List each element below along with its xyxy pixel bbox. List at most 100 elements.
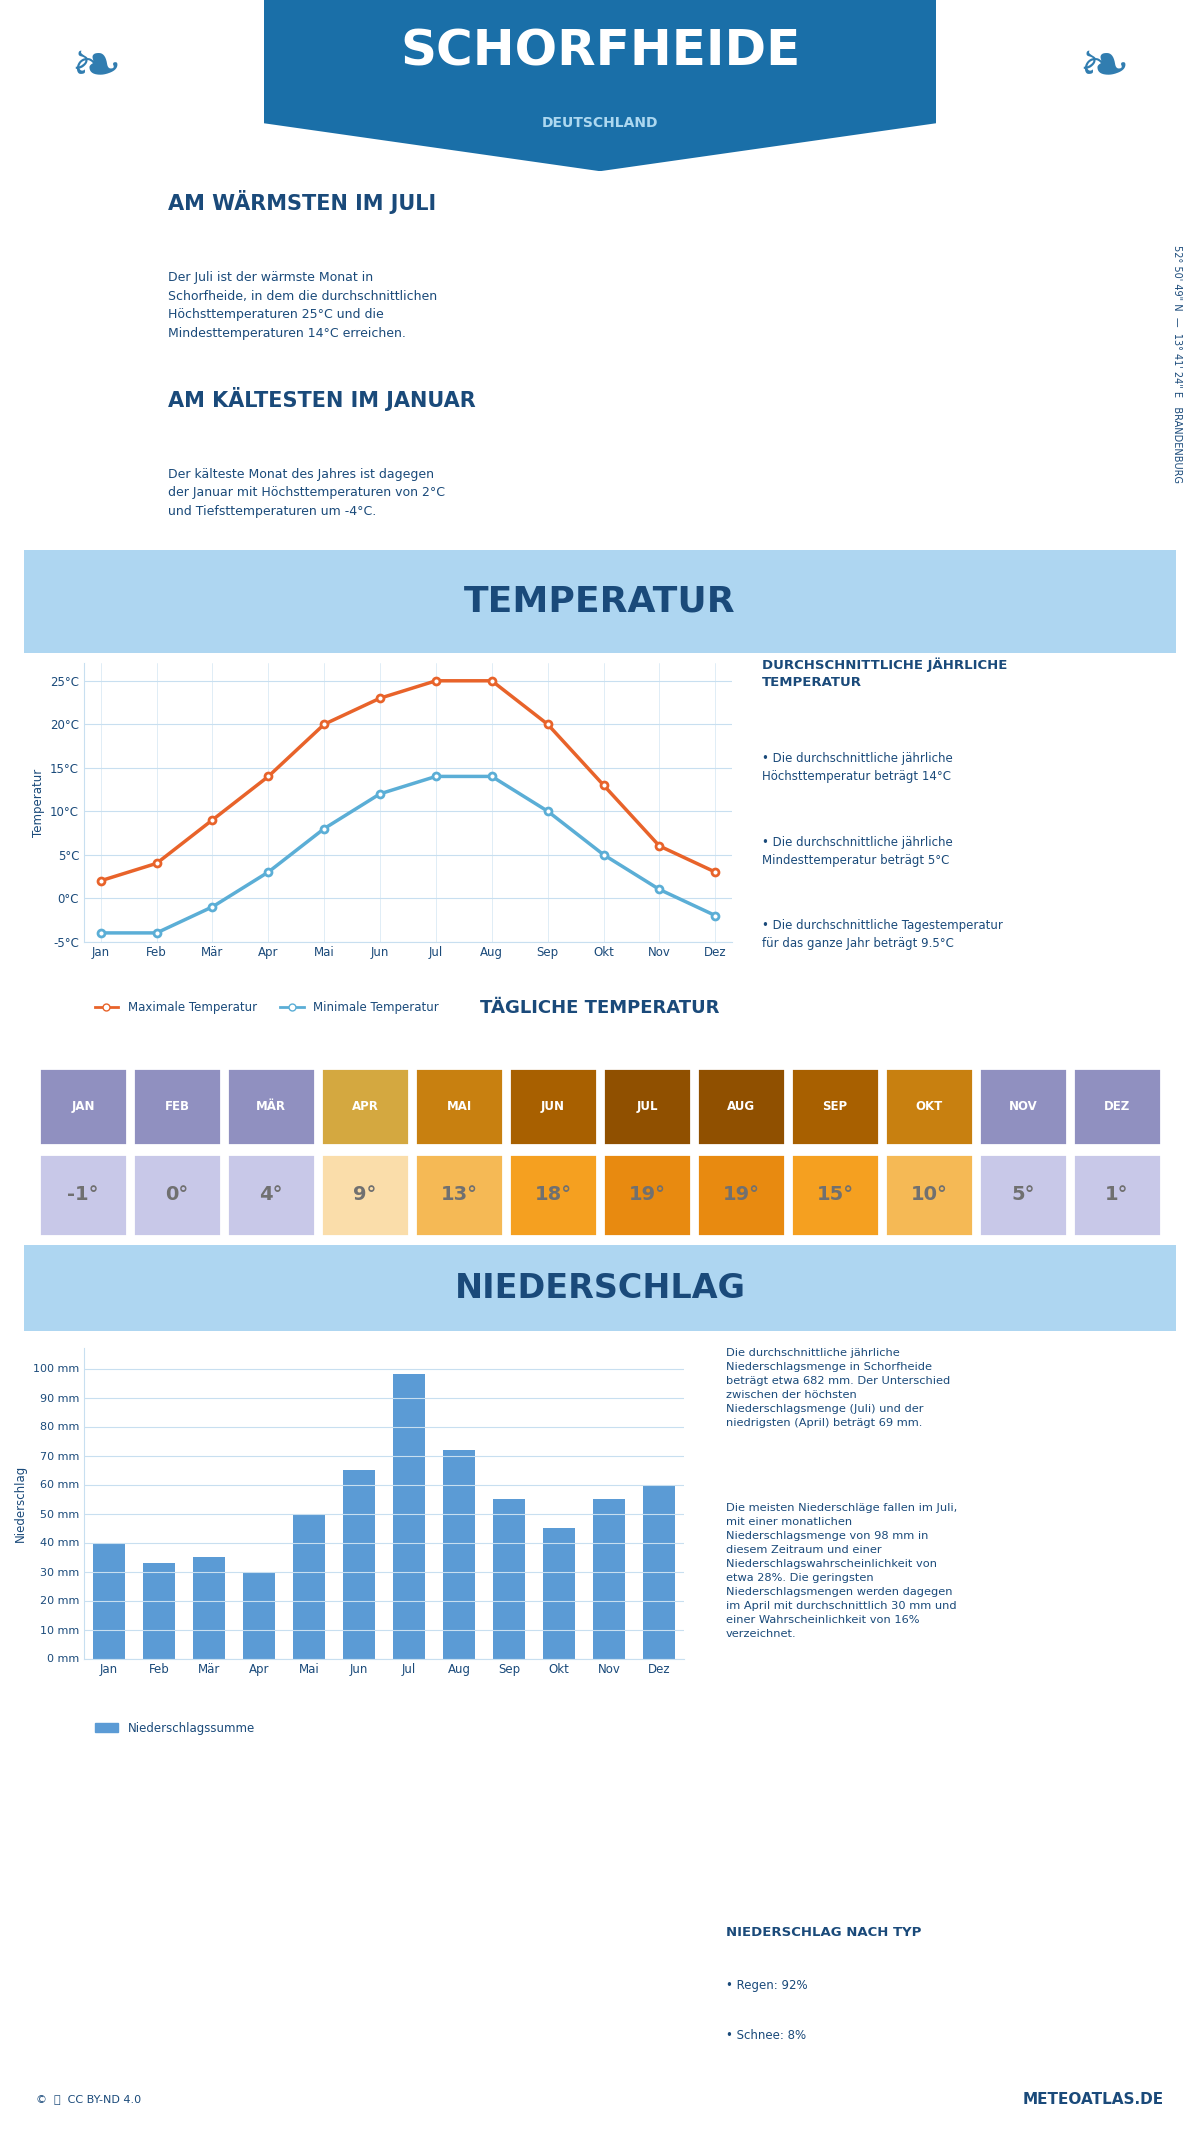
Circle shape bbox=[574, 1806, 720, 1836]
Text: 52° 50' 49" N  —  13° 41' 24" E   BRANDENBURG: 52° 50' 49" N — 13° 41' 24" E BRANDENBUR… bbox=[1172, 244, 1182, 484]
Circle shape bbox=[198, 1806, 344, 1836]
Text: NIEDERSCHLAG: NIEDERSCHLAG bbox=[455, 1271, 745, 1305]
FancyBboxPatch shape bbox=[415, 1068, 503, 1145]
Text: 23%: 23% bbox=[536, 1800, 570, 1815]
Text: 28%: 28% bbox=[630, 1800, 664, 1815]
Bar bbox=[242, 1571, 275, 1658]
Text: AM WÄRMSTEN IM JULI: AM WÄRMSTEN IM JULI bbox=[168, 190, 436, 214]
Y-axis label: Temperatur: Temperatur bbox=[31, 768, 44, 837]
Bar bbox=[143, 1562, 175, 1659]
Legend: Maximale Temperatur, Minimale Temperatur: Maximale Temperatur, Minimale Temperatur bbox=[90, 997, 444, 1019]
Text: 10°: 10° bbox=[911, 1186, 948, 1205]
Bar bbox=[392, 1374, 425, 1658]
FancyBboxPatch shape bbox=[38, 1068, 127, 1145]
Text: MÄR: MÄR bbox=[259, 1881, 282, 1892]
FancyBboxPatch shape bbox=[979, 1153, 1067, 1235]
FancyBboxPatch shape bbox=[227, 1068, 316, 1145]
Text: • Die durchschnittliche Tagestemperatur
für das ganze Jahr beträgt 9.5°C: • Die durchschnittliche Tagestemperatur … bbox=[762, 920, 1003, 950]
Text: JAN: JAN bbox=[71, 1100, 95, 1113]
Text: NIEDERSCHLAG NACH TYP: NIEDERSCHLAG NACH TYP bbox=[726, 1926, 922, 1939]
Text: ❧: ❧ bbox=[71, 39, 121, 98]
Text: 0°: 0° bbox=[166, 1186, 188, 1205]
Text: SEP: SEP bbox=[826, 1881, 845, 1892]
Text: JUN: JUN bbox=[544, 1881, 562, 1892]
Text: JUL: JUL bbox=[636, 1100, 658, 1113]
FancyBboxPatch shape bbox=[697, 1153, 785, 1235]
Text: AUG: AUG bbox=[730, 1881, 752, 1892]
Bar bbox=[293, 1513, 325, 1659]
FancyBboxPatch shape bbox=[1073, 1068, 1162, 1145]
Text: • Die durchschnittliche jährliche
Mindesttemperatur beträgt 5°C: • Die durchschnittliche jährliche Mindes… bbox=[762, 837, 953, 867]
Text: OKT: OKT bbox=[916, 1100, 943, 1113]
Bar bbox=[593, 1498, 625, 1659]
Circle shape bbox=[949, 1806, 1097, 1836]
Text: 26%: 26% bbox=[912, 1800, 946, 1815]
Text: DEUTSCHLAND: DEUTSCHLAND bbox=[541, 116, 659, 131]
Circle shape bbox=[292, 1806, 438, 1836]
Circle shape bbox=[10, 1806, 156, 1836]
Text: ©  ⓘ  CC BY-ND 4.0: © ⓘ CC BY-ND 4.0 bbox=[36, 2095, 142, 2104]
Bar bbox=[443, 1449, 475, 1659]
FancyBboxPatch shape bbox=[791, 1068, 880, 1145]
FancyBboxPatch shape bbox=[0, 1241, 1200, 1335]
FancyBboxPatch shape bbox=[38, 1153, 127, 1235]
Text: 20%: 20% bbox=[443, 1800, 475, 1815]
FancyBboxPatch shape bbox=[0, 546, 1200, 657]
Legend: Niederschlagssumme: Niederschlagssumme bbox=[90, 1716, 259, 1740]
Text: NOV: NOV bbox=[1012, 1881, 1034, 1892]
Text: TEMPERATUR: TEMPERATUR bbox=[464, 584, 736, 618]
Text: 19°: 19° bbox=[722, 1186, 760, 1205]
Circle shape bbox=[762, 1806, 908, 1836]
Text: JUL: JUL bbox=[638, 1881, 655, 1892]
Text: TÄGLICHE TEMPERATUR: TÄGLICHE TEMPERATUR bbox=[480, 999, 720, 1016]
Text: APR: APR bbox=[355, 1881, 376, 1892]
Text: SCHORFHEIDE: SCHORFHEIDE bbox=[400, 28, 800, 75]
FancyBboxPatch shape bbox=[133, 1153, 221, 1235]
Text: 15°: 15° bbox=[816, 1186, 853, 1205]
Y-axis label: Niederschlag: Niederschlag bbox=[14, 1464, 28, 1543]
Bar bbox=[92, 1543, 125, 1659]
Text: DURCHSCHNITTLICHE JÄHRLICHE
TEMPERATUR: DURCHSCHNITTLICHE JÄHRLICHE TEMPERATUR bbox=[762, 657, 1007, 689]
Text: FEB: FEB bbox=[167, 1881, 187, 1892]
Text: JAN: JAN bbox=[74, 1881, 92, 1892]
Text: 23%: 23% bbox=[725, 1800, 757, 1815]
Bar bbox=[493, 1498, 526, 1659]
Text: 18°: 18° bbox=[534, 1186, 571, 1205]
Text: -1°: -1° bbox=[67, 1186, 98, 1205]
Circle shape bbox=[856, 1806, 1002, 1836]
Text: DEZ: DEZ bbox=[1104, 1100, 1130, 1113]
FancyBboxPatch shape bbox=[133, 1068, 221, 1145]
Text: • Die durchschnittliche jährliche
Höchsttemperatur beträgt 14°C: • Die durchschnittliche jährliche Höchst… bbox=[762, 753, 953, 783]
Text: • Regen: 92%: • Regen: 92% bbox=[726, 1980, 808, 1992]
FancyBboxPatch shape bbox=[509, 1153, 598, 1235]
Text: 4°: 4° bbox=[259, 1186, 283, 1205]
Text: 9°: 9° bbox=[353, 1186, 377, 1205]
FancyBboxPatch shape bbox=[884, 1153, 973, 1235]
Text: DEZ: DEZ bbox=[1106, 1881, 1128, 1892]
FancyBboxPatch shape bbox=[227, 1153, 316, 1235]
Bar bbox=[343, 1470, 376, 1658]
Text: 26%: 26% bbox=[1007, 1800, 1039, 1815]
Bar bbox=[643, 1485, 676, 1658]
Text: 16%: 16% bbox=[348, 1800, 382, 1815]
Text: 19°: 19° bbox=[629, 1186, 666, 1205]
Text: MÄR: MÄR bbox=[256, 1100, 286, 1113]
FancyBboxPatch shape bbox=[320, 1068, 409, 1145]
Text: 32%: 32% bbox=[66, 1800, 100, 1815]
Text: SEP: SEP bbox=[822, 1100, 847, 1113]
FancyBboxPatch shape bbox=[979, 1068, 1067, 1145]
Text: 22%: 22% bbox=[161, 1800, 193, 1815]
Text: MAI: MAI bbox=[450, 1881, 468, 1892]
FancyBboxPatch shape bbox=[791, 1153, 880, 1235]
Polygon shape bbox=[264, 0, 936, 171]
FancyBboxPatch shape bbox=[320, 1153, 409, 1235]
Text: FEB: FEB bbox=[164, 1100, 190, 1113]
Text: 5°: 5° bbox=[1012, 1186, 1034, 1205]
Circle shape bbox=[667, 1806, 815, 1836]
Text: METEOATLAS.DE: METEOATLAS.DE bbox=[1022, 2091, 1164, 2108]
Circle shape bbox=[480, 1806, 626, 1836]
Circle shape bbox=[385, 1806, 533, 1836]
Text: MAI: MAI bbox=[446, 1100, 472, 1113]
FancyBboxPatch shape bbox=[884, 1068, 973, 1145]
Text: Der kälteste Monat des Jahres ist dagegen
der Januar mit Höchsttemperaturen von : Der kälteste Monat des Jahres ist dagege… bbox=[168, 469, 445, 518]
